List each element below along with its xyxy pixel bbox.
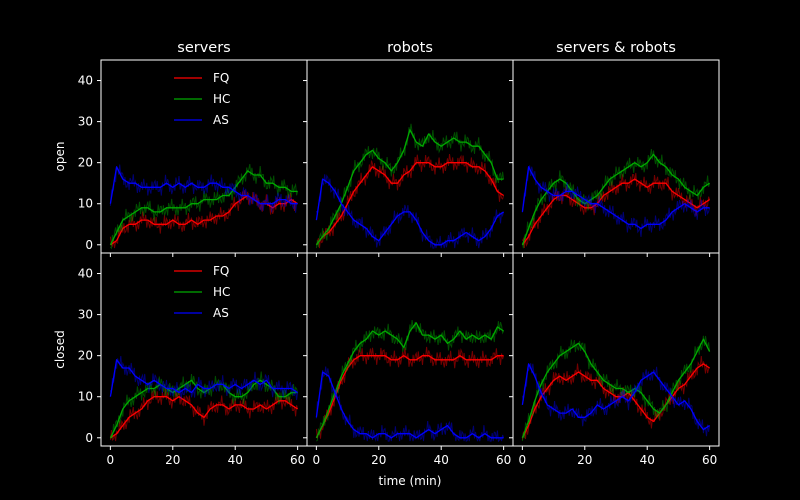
series-line-hc-open-robots — [315, 129, 504, 246]
series-line-hc-open-servers — [109, 170, 298, 246]
legend-label-as: AS — [213, 113, 229, 127]
y-tick-label-10-open-servers: 10 — [78, 197, 93, 211]
x-tick-label-0-closed-servers-robots: 0 — [519, 453, 527, 467]
panels-layer: 0 10 20 30 40 FQ HC AS 0 20 40 60 0 10 20 30 40 FQ HC AS 0 20… — [78, 59, 720, 467]
series-raw-hc-closed-servers — [110, 371, 299, 439]
legend-closed-servers: FQ HC AS — [174, 264, 230, 320]
y-tick-label-30-closed-servers: 30 — [78, 308, 93, 322]
panel-closed-servers: 0 20 40 60 0 10 20 30 40 FQ HC AS — [78, 252, 308, 467]
series-raw-hc-open-servers — [110, 164, 299, 250]
series-line-as-open-robots — [315, 178, 504, 246]
panel-closed-robots: 0 20 40 60 — [303, 252, 514, 467]
series-line-fq-closed-servers — [110, 396, 298, 439]
series-raw-hc-closed-robots — [316, 320, 505, 442]
x-axis-label: time (min) — [379, 474, 442, 488]
x-tick-label-20-closed-robots: 20 — [371, 453, 386, 467]
series-line-fq-closed-servers-robots — [521, 363, 710, 439]
y-tick-label-30-open-servers: 30 — [78, 115, 93, 129]
y-tick-label-20-closed-servers: 20 — [78, 349, 93, 363]
x-tick-label-40-closed-servers-robots: 40 — [640, 453, 655, 467]
y-tick-label-20-open-servers: 20 — [78, 156, 93, 170]
x-tick-label-40-closed-servers: 40 — [228, 453, 243, 467]
series-raw-as-open-servers-robots — [521, 165, 711, 237]
series-raw-as-open-servers — [109, 164, 298, 213]
y-tick-label-0-open-servers: 0 — [85, 238, 93, 252]
series-line-hc-closed-servers — [109, 379, 298, 439]
series-raw-fq-open-servers — [109, 190, 298, 249]
panel-frame-closed-servers-robots — [512, 252, 720, 447]
legend-open-servers: FQ HC AS — [174, 71, 230, 127]
row-label-open: open — [53, 142, 67, 172]
y-tick-label-10-closed-servers: 10 — [78, 390, 93, 404]
y-tick-label-0-closed-servers: 0 — [85, 431, 93, 445]
panel-open-servers-robots — [509, 59, 720, 257]
series-line-as-closed-servers-robots — [521, 363, 710, 431]
y-tick-label-40-closed-servers: 40 — [78, 267, 93, 281]
x-tick-label-20-closed-servers: 20 — [165, 453, 180, 467]
y-tick-label-40-open-servers: 40 — [78, 74, 93, 88]
series-line-as-open-servers — [109, 166, 298, 205]
column-title-robots: robots — [387, 40, 433, 56]
legend-label-fq: FQ — [213, 264, 229, 278]
legend-label-as: AS — [213, 306, 229, 320]
series-raw-hc-open-robots — [315, 123, 505, 249]
series-line-as-closed-servers — [109, 359, 298, 397]
series-line-hc-closed-servers-robots — [521, 338, 711, 439]
row-label-closed: closed — [53, 330, 67, 369]
series-line-fq-open-servers-robots — [521, 178, 710, 246]
x-tick-label-60-closed-robots: 60 — [496, 453, 511, 467]
series-line-fq-closed-robots — [315, 355, 504, 439]
series-raw-as-closed-robots — [315, 366, 505, 443]
x-tick-label-40-closed-robots: 40 — [434, 453, 449, 467]
legend-label-hc: HC — [213, 92, 230, 106]
series-line-hc-open-servers-robots — [521, 153, 710, 246]
series-line-as-open-servers-robots — [521, 166, 710, 230]
labels-layer: servers robots servers & robots open closed t… — [53, 40, 676, 488]
series-raw-as-closed-servers-robots — [521, 363, 711, 437]
panel-closed-servers-robots: 0 20 40 60 — [509, 252, 720, 467]
series-line-fq-open-robots — [315, 162, 504, 246]
series-raw-fq-open-servers-robots — [521, 172, 711, 249]
x-tick-label-60-closed-servers: 60 — [290, 453, 305, 467]
series-line-hc-closed-robots — [315, 322, 504, 439]
x-tick-label-60-closed-servers-robots: 60 — [702, 453, 717, 467]
x-tick-label-0-closed-servers: 0 — [107, 453, 115, 467]
series-line-as-closed-robots — [315, 371, 504, 439]
x-tick-label-0-closed-robots: 0 — [313, 453, 321, 467]
column-title-servers: servers — [177, 40, 230, 56]
series-raw-fq-open-robots — [315, 154, 505, 249]
series-raw-as-closed-servers — [109, 356, 299, 400]
column-title-servers-robots: servers & robots — [556, 40, 676, 56]
legend-label-fq: FQ — [213, 71, 229, 85]
x-tick-label-20-closed-servers-robots: 20 — [577, 453, 592, 467]
legend-label-hc: HC — [213, 285, 230, 299]
